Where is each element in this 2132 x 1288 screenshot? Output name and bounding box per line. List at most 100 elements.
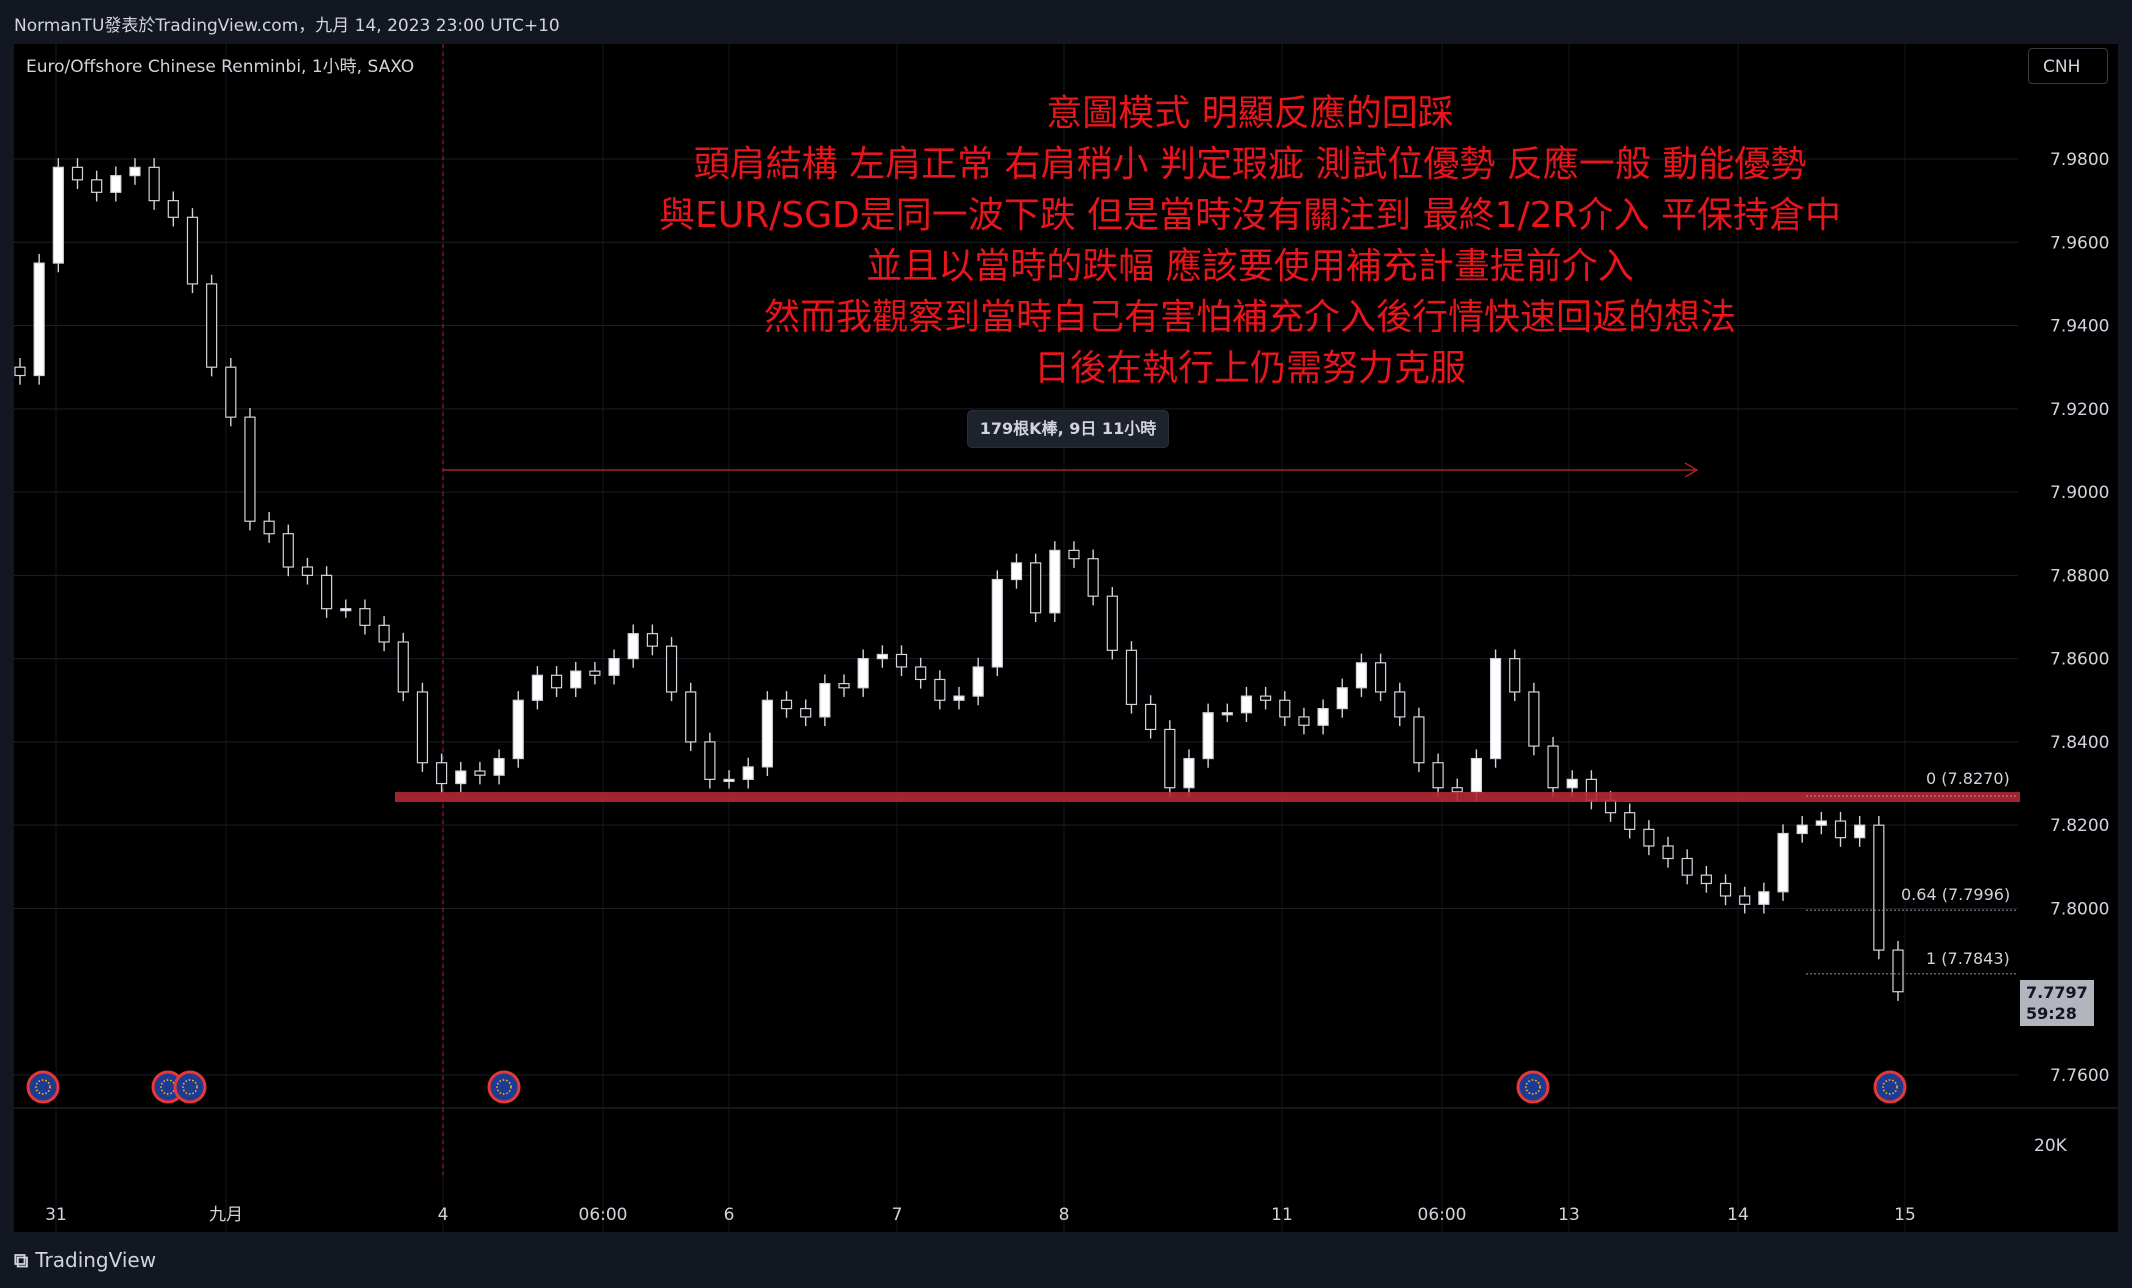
y-tick-label: 7.8000	[2050, 899, 2109, 919]
event-flag-icon	[1516, 1070, 1550, 1104]
candle-body	[1145, 703, 1157, 731]
candle-body	[550, 674, 563, 689]
candle-body	[1662, 845, 1674, 860]
candle-body	[397, 641, 409, 693]
candle-body	[378, 624, 390, 643]
candle-body	[1528, 691, 1540, 747]
x-tick-label: 8	[1059, 1205, 1070, 1225]
candle-body	[1374, 662, 1387, 693]
tradingview-logo[interactable]: ⧉ TradingView	[14, 1248, 156, 1272]
candle-body	[1566, 778, 1578, 789]
candle-body	[685, 691, 697, 743]
note-line: 並且以當時的跌幅 應該要使用補充計畫提前介入	[866, 246, 1634, 287]
current-price-tag: 7.7797 59:28	[2020, 980, 2094, 1026]
candle-body	[435, 762, 448, 785]
x-tick-label: 7	[892, 1205, 903, 1225]
candle-body	[91, 179, 103, 193]
x-tick-label: 06:00	[1418, 1205, 1467, 1225]
candle-body	[857, 658, 869, 689]
candle-body	[167, 200, 179, 218]
candle-body	[1202, 712, 1214, 760]
candle-body	[1068, 549, 1080, 560]
candle-body	[723, 778, 735, 782]
note-line: 意圖模式 明顯反應的回踩	[1046, 93, 1454, 134]
candle-body	[1796, 824, 1808, 835]
candle-body	[359, 608, 371, 626]
candle-body	[991, 578, 1003, 668]
candle-body	[627, 633, 639, 660]
bar-countdown: 59:28	[2026, 1004, 2077, 1023]
candle-body	[455, 770, 467, 785]
candle-body	[972, 666, 984, 697]
candle-body	[1221, 712, 1233, 716]
candle-body	[148, 166, 160, 202]
candle-body	[1777, 832, 1789, 893]
candle-body	[1815, 820, 1827, 826]
event-flag-icon	[26, 1070, 60, 1104]
candle-body	[761, 699, 773, 768]
candle-body	[1854, 824, 1866, 839]
y-tick-label: 7.8200	[2050, 816, 2109, 836]
y-tick-label: 7.9000	[2050, 483, 2109, 503]
x-tick-label: 4	[438, 1205, 449, 1225]
candle-body	[493, 757, 505, 776]
symbol-title[interactable]: Euro/Offshore Chinese Renminbi, 1小時, SAX…	[26, 57, 415, 77]
x-tick-label: 11	[1271, 1205, 1293, 1225]
candle-body	[646, 633, 658, 647]
range-badge: 179根K棒, 9日 11小時	[967, 410, 1169, 448]
candle-body	[71, 166, 84, 181]
currency-button[interactable]: CNH	[2028, 48, 2108, 84]
candle-body	[244, 416, 256, 522]
event-flag-icon	[487, 1070, 521, 1104]
candle-body	[225, 366, 237, 418]
candle-body	[340, 608, 352, 612]
candle-body	[1355, 662, 1368, 689]
candle-body	[1394, 691, 1406, 718]
x-tick-label: 14	[1727, 1205, 1749, 1225]
support-zone	[395, 792, 2020, 803]
eu-stars-icon	[35, 1079, 51, 1095]
candle-body	[800, 707, 812, 718]
price-axis[interactable]	[2018, 44, 2118, 1232]
event-flag-icon	[1873, 1070, 1907, 1104]
candle-body	[282, 533, 294, 568]
y-tick-label: 7.8600	[2050, 650, 2109, 670]
top-bar: NormanTU發表於TradingView.com，九月 14, 2023 2…	[0, 0, 2132, 44]
eu-stars-icon	[1882, 1079, 1898, 1095]
candle-body	[33, 262, 45, 377]
candle-body	[1509, 658, 1521, 693]
candle-body	[1470, 757, 1483, 793]
candle-body	[206, 283, 218, 368]
event-flag-icon	[173, 1070, 207, 1104]
candle-body	[301, 566, 314, 576]
candle-body	[589, 670, 601, 676]
candle-body	[531, 674, 544, 701]
brand-label: TradingView	[35, 1248, 157, 1272]
candle-body	[570, 670, 582, 689]
candle-body	[1240, 695, 1253, 714]
note-line: 日後在執行上仍需努力克服	[1033, 348, 1466, 389]
candle-body	[416, 691, 429, 764]
note-line: 頭肩結構 左肩正常 右肩稍小 判定瑕疵 測試位優勢 反應一般 動能優勢	[693, 144, 1807, 185]
candle-body	[1279, 699, 1291, 718]
volume-axis-label: 20K	[2034, 1136, 2068, 1156]
y-tick-label: 7.9600	[2050, 233, 2109, 253]
candle-body	[321, 574, 333, 610]
y-tick-label: 7.9800	[2050, 150, 2109, 170]
candle-body	[665, 645, 678, 693]
annotation-text: 意圖模式 明顯反應的回踩 頭肩結構 左肩正常 右肩稍小 判定瑕疵 測試位優勢 反…	[560, 88, 1940, 394]
candle-body	[1643, 828, 1655, 847]
fib-label-0: 0 (7.8270)	[1926, 769, 2010, 788]
candle-body	[742, 766, 754, 780]
candle-body	[1700, 874, 1712, 885]
candle-body	[129, 166, 141, 177]
bottom-bar: ⧉ TradingView	[0, 1232, 2132, 1288]
candle-body	[1892, 949, 1904, 993]
candle-body	[1183, 757, 1195, 789]
candle-body	[1719, 882, 1732, 897]
candle-body	[1624, 812, 1636, 830]
y-tick-label: 7.9400	[2050, 317, 2109, 337]
eu-stars-icon	[1525, 1079, 1541, 1095]
candle-body	[1164, 728, 1176, 789]
